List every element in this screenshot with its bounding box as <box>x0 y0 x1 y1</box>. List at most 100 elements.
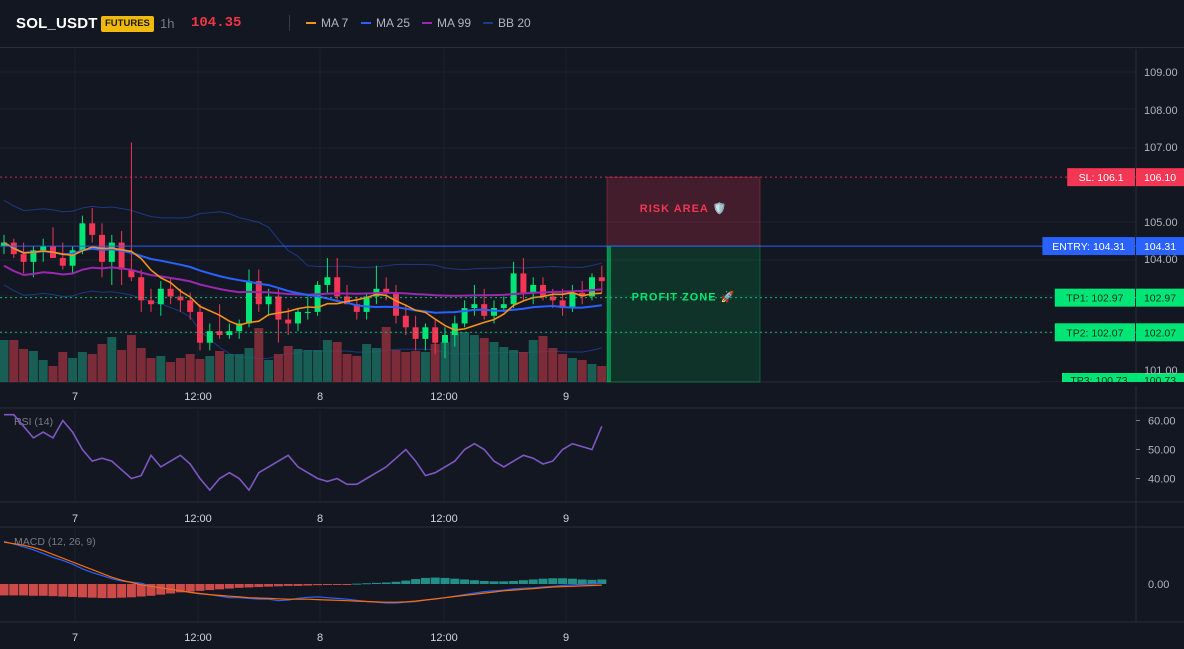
candle-body <box>559 300 566 309</box>
macd-histogram-bar <box>313 584 323 586</box>
candle-body <box>206 331 213 343</box>
futures-badge: FUTURES <box>101 16 154 32</box>
macd-pane: MACD (12, 26, 9) 0.00 <box>0 536 1169 604</box>
candle <box>589 273 595 301</box>
candle <box>128 142 135 282</box>
candle-body <box>79 223 86 251</box>
volume-bar <box>401 352 411 382</box>
volume-bar <box>587 364 597 382</box>
candlesticks[interactable] <box>1 142 605 359</box>
trade-levels[interactable]: SL: 106.1 106.10 ENTRY: 104.31 104.31 TP1: 1… <box>0 168 1184 387</box>
macd-histogram-bar <box>195 584 205 591</box>
candle <box>295 308 301 332</box>
entry-label: ENTRY: 104.31 <box>1052 241 1125 253</box>
candle-body <box>549 296 556 301</box>
candle-body <box>589 277 595 297</box>
symbol-name[interactable]: SOL_USDT <box>16 15 98 32</box>
macd-histogram-bar <box>19 584 29 596</box>
tp2-price-label: 102.07 <box>1144 327 1176 339</box>
price-tick-label: 108.00 <box>1144 105 1178 117</box>
candle-body <box>383 288 390 293</box>
macd-histogram-bar <box>146 584 156 596</box>
rsi-tick-label: 40.00 <box>1148 474 1176 486</box>
entry-price-bg <box>1136 237 1184 256</box>
risk-reward-zones[interactable]: RISK AREA 🛡️ PROFIT ZONE 🚀 <box>606 176 761 383</box>
macd-histogram-bar <box>587 579 597 584</box>
volume-bar <box>420 352 430 382</box>
volume-bar <box>97 344 107 382</box>
candle <box>500 296 507 312</box>
volume-bar <box>371 348 381 382</box>
profit-zone-label: PROFIT ZONE 🚀 <box>632 290 736 303</box>
ma99-swatch <box>422 22 432 24</box>
candle-body <box>138 277 145 301</box>
candle <box>255 269 262 312</box>
macd-histogram-bar <box>518 580 528 584</box>
volume-bar <box>28 351 38 382</box>
macd-histogram-bar <box>342 584 352 585</box>
volume-bar <box>77 352 87 382</box>
candle-body <box>236 323 243 332</box>
macd-histogram-bar <box>28 584 38 596</box>
macd-histogram-bar <box>489 581 499 584</box>
rsi-tick-label: 60.00 <box>1148 416 1176 428</box>
candle-body <box>40 246 47 251</box>
macd-histogram-bar <box>117 584 127 598</box>
macd-histogram-bar <box>567 578 577 584</box>
candle-body <box>20 254 27 262</box>
macd-histogram-bar <box>440 577 450 584</box>
candle <box>79 215 86 255</box>
candle-body <box>59 258 66 266</box>
volume-bar <box>9 340 19 382</box>
macd-histogram-bar <box>577 579 587 584</box>
candle <box>579 281 586 305</box>
tp3-price-bg <box>1136 373 1184 382</box>
tp3-label-bg <box>1062 373 1136 382</box>
volume-bar <box>156 356 166 382</box>
macd-signal-line <box>3 541 602 603</box>
candle <box>304 296 311 320</box>
candle-body <box>353 304 360 312</box>
volume-bar <box>391 350 401 382</box>
candle-body <box>598 277 605 282</box>
legend-ma99[interactable]: MA 99 <box>422 16 471 30</box>
candle <box>432 319 439 355</box>
candle-body <box>108 242 115 262</box>
macd-histogram-bar <box>244 584 254 588</box>
legend-bb20[interactable]: BB 20 <box>483 16 531 30</box>
volume-bar <box>283 346 293 382</box>
volume-bar <box>411 351 421 382</box>
macd-histogram-bar <box>469 580 479 584</box>
volume-bar <box>499 347 509 382</box>
ma7-swatch <box>306 22 316 24</box>
macd-histogram-bar <box>293 584 303 586</box>
candle <box>89 207 96 243</box>
rsi-tick-label: 50.00 <box>1148 445 1176 457</box>
candle-body <box>334 277 341 297</box>
candle-body <box>1 242 7 247</box>
legend-ma7[interactable]: MA 7 <box>306 16 348 30</box>
price-tick-label: 105.00 <box>1144 217 1178 229</box>
timeframe-label[interactable]: 1h <box>160 16 175 31</box>
macd-line <box>3 540 602 604</box>
volume-bar <box>538 336 548 382</box>
volume-bar <box>273 354 283 382</box>
volume-bar <box>166 362 176 382</box>
legend-bb20-label: BB 20 <box>498 16 531 30</box>
macd-histogram-bar <box>528 579 538 584</box>
candle-body <box>471 304 478 309</box>
legend-ma25[interactable]: MA 25 <box>361 16 410 30</box>
candle <box>206 323 213 351</box>
volume-bar <box>332 342 342 382</box>
candle-body <box>500 304 507 309</box>
macd-histogram-bar <box>401 580 411 584</box>
volume-bar <box>313 350 323 382</box>
candle <box>148 288 154 312</box>
price-tick-label: 104.00 <box>1144 254 1178 266</box>
macd-histogram-bar <box>322 584 332 585</box>
tp1-price-bg <box>1136 288 1184 307</box>
axes: 109.00 108.00 107.00 105.00 104.00 101.00 7 12:… <box>72 67 1178 644</box>
candle-body <box>246 281 252 324</box>
candle-body <box>157 288 164 305</box>
